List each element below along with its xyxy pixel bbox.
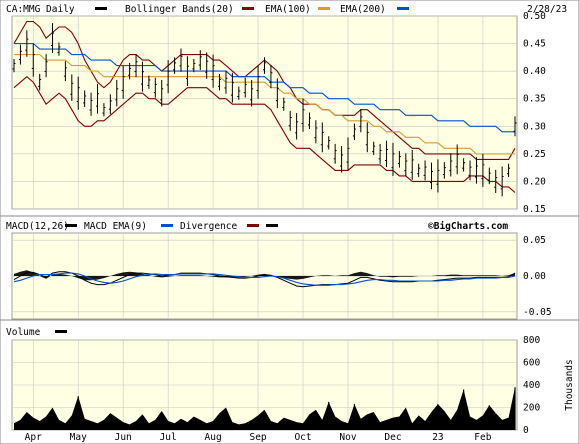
x-tick-label: Jul (160, 432, 177, 443)
divergence-area (14, 270, 515, 281)
legend-ema100-swatch (318, 7, 330, 10)
legend-divergence-label: Divergence (180, 221, 237, 232)
volume-area (14, 387, 515, 430)
date-label: 2/28/23 (527, 4, 567, 15)
x-tick-label: Oct (294, 432, 311, 443)
volume-y-tick-label: 200 (523, 403, 540, 414)
x-tick-label: Nov (339, 432, 356, 443)
volume-y-tick-label: 0 (523, 425, 529, 436)
price-y-tick-label: 0.15 (523, 204, 546, 215)
legend-macd-ema-label: MACD EMA(9) (84, 221, 147, 232)
x-tick-label: May (70, 432, 87, 443)
volume-legend: Volume (6, 327, 67, 338)
macd-y-ticks: 0.05 0.00 -0.05 (523, 235, 552, 318)
legend-macd-swatch (65, 224, 77, 227)
x-tick-label: Dec (384, 432, 401, 443)
x-tick-label: Apr (25, 432, 42, 443)
legend-macd-ema-swatch (161, 224, 173, 227)
ema100-line (14, 54, 515, 155)
macd-legend: MACD(12,26) MACD EMA(9) Divergence ©BigC… (6, 221, 508, 232)
legend-ema200-swatch (397, 7, 409, 10)
price-lines (12, 20, 517, 197)
price-y-tick-label: 0.30 (523, 121, 546, 132)
macd-y-tick-label: -0.05 (523, 307, 552, 318)
volume-bars (14, 387, 516, 430)
legend-ema100-label: EMA(100) (265, 4, 311, 15)
macd-lines (13, 270, 516, 288)
macd-panel: 0.05 0.00 -0.05 MACD(12,26) MACD EMA(9) Di… (0, 215, 579, 321)
legend-divergence-swatch (247, 224, 259, 227)
legend-bollinger-label: Bollinger Bands(20) (125, 4, 234, 15)
price-panel: 0.50 0.45 0.40 0.35 0.30 0.25 0.20 0.15 CA:MMG … (0, 0, 579, 217)
price-plot-area (11, 15, 518, 210)
price-legend: CA:MMG Daily Bollinger Bands(20) EMA(100… (6, 4, 567, 15)
legend-macd-label: MACD(12,26) (6, 221, 69, 232)
ticker-swatch (95, 7, 107, 10)
macd-y-tick-label: 0.00 (523, 271, 546, 282)
volume-panel: 800 600 400 200 0 Apr May Jun Jul Aug Sep Oct Nov De… (0, 319, 579, 444)
volume-y-tick-label: 800 (523, 335, 540, 346)
ticker-label: CA:MMG Daily (6, 4, 75, 15)
volume-x-labels: Apr May Jun Jul Aug Sep Oct Nov Dec 23 Feb (25, 432, 492, 443)
x-tick-label: 23 (432, 432, 443, 443)
price-y-tick-label: 0.35 (523, 94, 546, 105)
macd-ema-line (13, 272, 516, 286)
price-y-tick-label: 0.25 (523, 149, 546, 160)
x-tick-label: Feb (474, 432, 491, 443)
x-tick-label: Sep (249, 432, 266, 443)
legend-volume-swatch (55, 330, 67, 333)
volume-y-tick-label: 400 (523, 380, 540, 391)
price-y-ticks: 0.50 0.45 0.40 0.35 0.30 0.25 0.20 0.15 (523, 11, 546, 215)
price-y-tick-label: 0.50 (523, 11, 546, 22)
macd-y-tick-label: 0.05 (523, 235, 546, 246)
watermark: ©BigCharts.com (428, 221, 508, 232)
legend-ema200-label: EMA(200) (340, 4, 386, 15)
volume-y-tick-label: 600 (523, 358, 540, 369)
price-y-tick-label: 0.20 (523, 176, 546, 187)
x-tick-label: Aug (205, 432, 222, 443)
x-tick-label: Jun (115, 432, 132, 443)
ema200-line (14, 43, 515, 133)
legend-volume-label: Volume (6, 327, 41, 338)
legend-extra-swatch (266, 224, 278, 227)
volume-y-ticks: 800 600 400 200 0 (523, 335, 540, 436)
price-y-tick-label: 0.45 (523, 39, 546, 50)
price-y-tick-label: 0.40 (523, 66, 546, 77)
legend-bollinger-swatch (242, 7, 254, 10)
volume-ylabel: Thousands (564, 359, 575, 410)
